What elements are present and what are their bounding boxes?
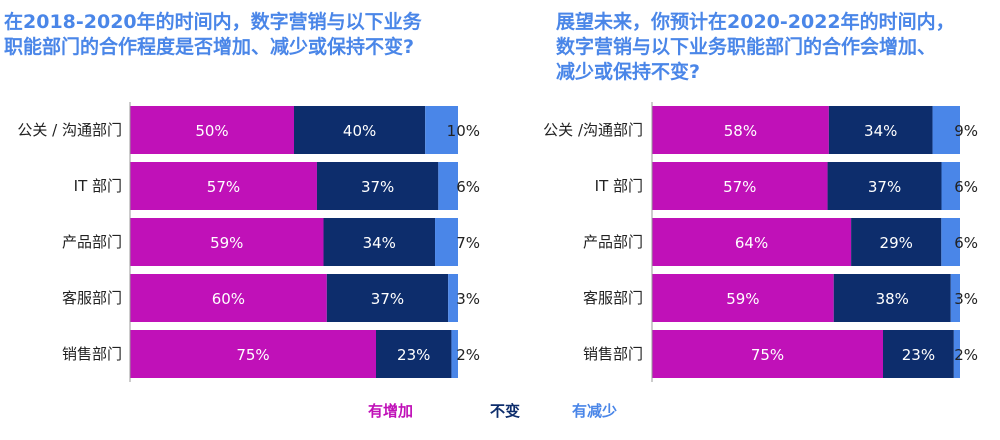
- data-label-right-2-increase: 64%: [735, 234, 768, 252]
- chart-title-right: 展望未来，你预计在2020-2022年的时间内， 数字营销与以下业务职能部门的合…: [556, 11, 955, 83]
- data-label-left-0-increase: 50%: [195, 122, 228, 140]
- data-label-right-4-increase: 75%: [751, 346, 784, 364]
- data-label-left-1-increase: 57%: [207, 178, 240, 196]
- bar-left-0-same: [294, 106, 426, 154]
- bar-left-3-decrease: [448, 274, 458, 322]
- category-label-left-1: IT 部门: [74, 177, 122, 195]
- bar-left-1-increase: [130, 162, 317, 210]
- bar-right-4-same: [883, 330, 954, 378]
- data-label-left-2-same: 34%: [363, 234, 396, 252]
- category-label-right-2: 产品部门: [583, 233, 643, 251]
- data-label-left-4-decrease: 2%: [456, 346, 480, 364]
- data-label-right-2-decrease: 6%: [954, 234, 978, 252]
- legend-same: 不变: [490, 402, 521, 420]
- bar-left-0-decrease: [425, 106, 458, 154]
- category-label-right-4: 销售部门: [583, 345, 643, 363]
- data-label-right-3-decrease: 3%: [954, 290, 978, 308]
- bar-right-0-same: [828, 106, 933, 154]
- data-label-left-0-decrease: 10%: [447, 122, 480, 140]
- bar-right-2-increase: [652, 218, 852, 266]
- data-label-left-1-decrease: 6%: [456, 178, 480, 196]
- chart-title-left: 在2018-2020年的时间内，数字营销与以下业务 职能部门的合作程度是否增加、…: [4, 11, 422, 58]
- bar-right-3-increase: [652, 274, 834, 322]
- data-label-right-0-decrease: 9%: [954, 122, 978, 140]
- bar-left-4-increase: [130, 330, 376, 378]
- category-label-left-2: 产品部门: [62, 233, 122, 251]
- bar-left-1-same: [316, 162, 439, 210]
- data-label-left-2-decrease: 7%: [456, 234, 480, 252]
- category-label-left-0: 公关 / 沟通部门: [17, 121, 122, 139]
- bar-right-0-decrease: [932, 106, 960, 154]
- bar-left-0-increase: [130, 106, 294, 154]
- data-label-left-4-same: 23%: [397, 346, 430, 364]
- bar-right-1-increase: [652, 162, 828, 210]
- bar-left-2-increase: [130, 218, 324, 266]
- category-label-left-3: 客服部门: [62, 289, 122, 307]
- data-label-left-3-same: 37%: [371, 290, 404, 308]
- data-label-right-1-decrease: 6%: [954, 178, 978, 196]
- legend-increase: 有增加: [368, 402, 414, 420]
- bar-left-4-same: [376, 330, 452, 378]
- data-label-right-3-same: 38%: [876, 290, 909, 308]
- data-label-left-4-increase: 75%: [236, 346, 269, 364]
- bar-left-3-same: [326, 274, 449, 322]
- category-label-right-0: 公关 /沟通部门: [543, 121, 643, 139]
- data-label-left-2-increase: 59%: [210, 234, 243, 252]
- bar-right-2-decrease: [941, 218, 960, 266]
- data-label-right-1-same: 37%: [868, 178, 901, 196]
- bar-right-3-decrease: [950, 274, 960, 322]
- data-label-right-3-increase: 59%: [726, 290, 759, 308]
- data-label-left-3-decrease: 3%: [456, 290, 480, 308]
- data-label-left-1-same: 37%: [361, 178, 394, 196]
- category-label-left-4: 销售部门: [62, 345, 122, 363]
- data-label-right-0-increase: 58%: [724, 122, 757, 140]
- bar-left-2-decrease: [435, 218, 458, 266]
- data-label-right-1-increase: 57%: [723, 178, 756, 196]
- data-label-right-0-same: 34%: [864, 122, 897, 140]
- bar-left-1-decrease: [438, 162, 458, 210]
- bar-left-2-same: [323, 218, 436, 266]
- data-label-left-3-increase: 60%: [212, 290, 245, 308]
- bar-right-4-increase: [652, 330, 883, 378]
- data-label-right-4-same: 23%: [902, 346, 935, 364]
- bar-right-2-same: [851, 218, 942, 266]
- data-label-right-4-decrease: 2%: [954, 346, 978, 364]
- data-label-right-2-same: 29%: [880, 234, 913, 252]
- bar-right-3-same: [833, 274, 951, 322]
- legend-decrease: 有减少: [572, 402, 618, 420]
- bar-right-4-decrease: [953, 330, 960, 378]
- bar-right-1-same: [827, 162, 942, 210]
- bar-left-3-increase: [130, 274, 327, 322]
- category-label-right-3: 客服部门: [583, 289, 643, 307]
- data-label-left-0-same: 40%: [343, 122, 376, 140]
- category-label-right-1: IT 部门: [595, 177, 643, 195]
- bar-left-4-decrease: [451, 330, 458, 378]
- bar-right-1-decrease: [941, 162, 960, 210]
- bar-right-0-increase: [652, 106, 829, 154]
